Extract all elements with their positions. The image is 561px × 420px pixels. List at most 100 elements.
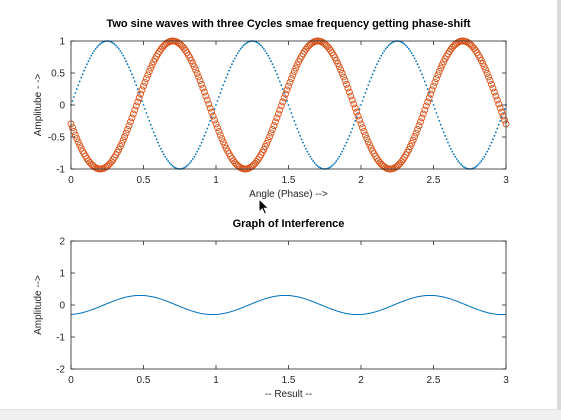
series-2-point xyxy=(363,135,371,142)
series-2-point xyxy=(266,133,274,141)
series-1-point xyxy=(151,127,154,130)
series-1-point xyxy=(345,141,348,144)
series-2-point xyxy=(417,118,424,126)
series-1-point xyxy=(402,42,404,44)
series-1-point xyxy=(262,48,265,50)
series-1-point xyxy=(157,141,159,144)
series-2-point xyxy=(213,124,221,132)
series-2-point xyxy=(276,106,284,114)
series-2-point xyxy=(411,133,419,141)
series-1-point xyxy=(409,50,412,52)
series-1-point xyxy=(117,48,120,50)
series-2-point xyxy=(364,138,372,146)
series-2-point xyxy=(71,131,79,139)
series-1-point xyxy=(245,42,248,44)
series-1-point xyxy=(426,88,429,90)
series-1-point xyxy=(329,166,332,168)
series-1-point xyxy=(355,116,358,118)
series-2-point xyxy=(263,139,271,147)
series-2-point xyxy=(277,102,285,110)
series-1-point xyxy=(452,153,455,156)
series-1-point xyxy=(199,144,201,147)
series-1-point xyxy=(149,123,152,126)
series-1-point xyxy=(86,63,88,66)
series-2-point xyxy=(203,96,211,104)
series-2-point xyxy=(193,69,201,77)
series-2-point xyxy=(219,138,227,146)
series-2-point xyxy=(340,73,348,81)
series-1-point xyxy=(351,127,354,130)
series-1-point xyxy=(336,158,339,160)
series-2-point xyxy=(432,75,440,83)
series-2-point xyxy=(337,66,345,74)
top-y-axis-label: Amplitube - -> xyxy=(33,74,44,137)
series-1-point xyxy=(392,41,394,44)
series-1-point xyxy=(183,166,186,169)
series-2-point xyxy=(145,68,153,75)
series-1-point xyxy=(413,57,416,60)
series-1-point xyxy=(209,120,212,122)
series-1-point xyxy=(412,54,415,57)
series-2-point xyxy=(290,68,298,75)
y-tick-label: -1 xyxy=(56,333,65,344)
series-1-point xyxy=(442,131,445,134)
series-1-point xyxy=(490,141,493,144)
series-2-point xyxy=(269,125,276,133)
series-2-point xyxy=(144,71,152,79)
x-tick-label: 3 xyxy=(503,175,509,186)
series-2-point xyxy=(205,100,213,108)
series-1-point xyxy=(434,108,436,110)
series-1-point xyxy=(122,54,125,57)
series-1-point xyxy=(316,164,319,167)
series-1-point xyxy=(161,150,164,153)
series-1-point xyxy=(277,76,280,79)
series-2-point xyxy=(287,75,295,83)
series-1-point xyxy=(238,50,241,52)
series-1-point xyxy=(499,120,502,122)
series-1-point xyxy=(155,138,158,141)
series-1-point xyxy=(280,84,283,87)
series-1-point xyxy=(380,54,383,57)
top-axes-marks xyxy=(67,37,510,173)
series-2-point xyxy=(286,78,294,86)
series-2-point xyxy=(198,80,205,88)
series-2-point xyxy=(414,125,421,133)
series-1-point xyxy=(371,73,374,76)
series-2-point xyxy=(216,131,224,139)
x-tick-label: 0 xyxy=(68,175,74,186)
series-1-point xyxy=(370,76,373,79)
series-2-point xyxy=(261,143,269,150)
y-tick-label: 1 xyxy=(59,37,65,48)
series-1-point xyxy=(203,134,206,137)
x-tick-label: 2 xyxy=(358,375,364,386)
series-1-point xyxy=(228,69,230,72)
series-2-point xyxy=(270,122,278,130)
series-1-point xyxy=(232,60,235,63)
series-1-point xyxy=(291,116,294,118)
series-1-point xyxy=(307,153,310,156)
bottom-axes-marks xyxy=(70,294,507,316)
series-1-point xyxy=(497,123,500,126)
series-1-point xyxy=(406,46,409,48)
series-2-point xyxy=(341,77,349,85)
series-2-point xyxy=(354,112,362,120)
x-tick-label: 1 xyxy=(213,175,219,186)
series-2-point xyxy=(412,129,420,137)
series-1-point xyxy=(450,147,452,150)
series-1-point xyxy=(494,131,497,134)
series-2-point xyxy=(344,84,352,92)
series-1-point xyxy=(441,127,444,130)
series-2-point xyxy=(142,75,150,83)
series-1-point xyxy=(241,46,244,48)
bottom-axes: 0 0.5 1 1.5 2 2.5 3 -2 -1 0 1 2 Graph of Interferen… xyxy=(33,218,509,400)
series-1-point xyxy=(299,134,301,137)
series-2-point xyxy=(348,96,356,104)
series-1-point xyxy=(247,41,249,44)
series-1-point xyxy=(148,120,151,122)
series-1-point xyxy=(167,160,170,162)
series-2-point xyxy=(140,82,147,90)
series-1-point xyxy=(278,80,281,83)
series-1-point xyxy=(223,80,226,83)
series-1-point xyxy=(454,155,457,158)
series-2-point xyxy=(483,69,491,77)
